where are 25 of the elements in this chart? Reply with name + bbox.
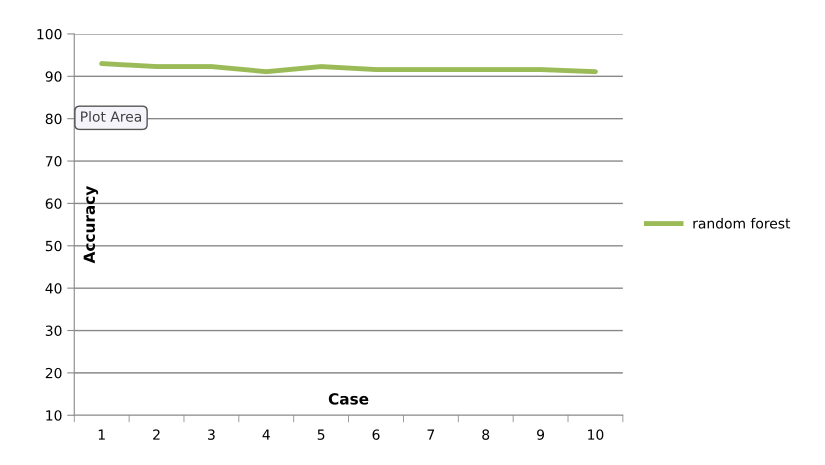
x-tick-label: 1 — [98, 430, 105, 440]
x-tick-label: 8 — [482, 429, 490, 440]
y-tick-label: 100 — [37, 28, 62, 40]
y-tick-label: 30 — [46, 325, 62, 336]
y-tick-label: 10 — [46, 410, 62, 421]
x-tick-label: 5 — [318, 430, 324, 440]
y-tick-label: 40 — [45, 283, 62, 294]
legend-label: random forest — [693, 218, 790, 229]
y-tick-label: 50 — [46, 240, 62, 252]
x-tick-label: 3 — [208, 429, 215, 440]
y-tick-label: 60 — [46, 198, 62, 209]
y-tick-label: 90 — [46, 71, 62, 82]
y-axis-title: Accuracy — [84, 186, 98, 264]
x-tick-label: 2 — [153, 429, 160, 440]
y-tick-label: 70 — [46, 156, 62, 167]
x-tick-label: 10 — [588, 429, 604, 440]
x-tick-label: 6 — [372, 429, 380, 440]
line-series — [99, 61, 598, 74]
x-tick-label: 7 — [428, 430, 434, 440]
x-tick-label: 4 — [262, 430, 270, 440]
x-tick-label: 9 — [537, 429, 544, 440]
x-axis-title: Case — [328, 393, 368, 405]
y-tick-label: 20 — [46, 368, 62, 378]
y-tick-label: 80 — [46, 114, 62, 124]
annotation: Plot Area — [81, 111, 142, 122]
